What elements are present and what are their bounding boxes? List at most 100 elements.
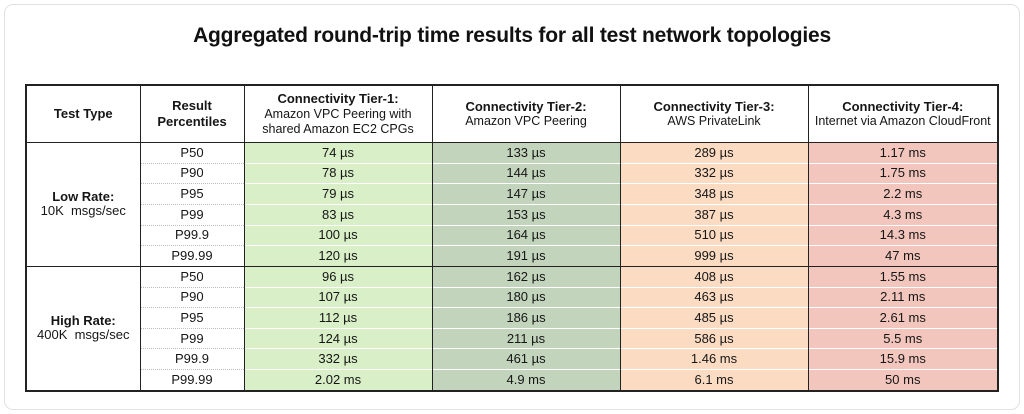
value-cell-tier4: 1.17 ms xyxy=(807,142,998,164)
value-cell-tier4: 2.2 ms xyxy=(807,183,998,205)
value-cell-tier4: 5.5 ms xyxy=(807,327,998,349)
test-type-cell: High Rate: 400K msgs/sec xyxy=(25,266,140,391)
column-header-result-percentiles: Result Percentiles xyxy=(139,85,244,143)
percentile-cell: P99.99 xyxy=(139,245,244,267)
value-cell-tier4: 50 ms xyxy=(807,369,998,391)
value-cell-tier2: 4.9 ms xyxy=(431,369,620,391)
column-header-tier4: Connectivity Tier-4: Internet via Amazon… xyxy=(807,85,998,143)
test-type-rate: 10K msgs/sec xyxy=(40,203,126,219)
table-row: P99.99 120 µs 191 µs 999 µs 47 ms xyxy=(26,245,998,267)
table-row: P99.9 100 µs 164 µs 510 µs 14.3 ms xyxy=(26,224,998,246)
value-cell-tier3: 6.1 ms xyxy=(619,369,808,391)
percentile-cell: P99.9 xyxy=(139,224,244,246)
value-cell-tier4: 1.75 ms xyxy=(807,162,998,184)
table-row: P99 124 µs 211 µs 586 µs 5.5 ms xyxy=(26,327,998,349)
table-row: P99.99 2.02 ms 4.9 ms 6.1 ms 50 ms xyxy=(26,369,998,391)
value-cell-tier2: 211 µs xyxy=(431,327,620,349)
value-cell-tier3: 463 µs xyxy=(619,286,808,308)
column-header-label: Connectivity Tier-4: xyxy=(842,98,964,114)
value-cell-tier1: 74 µs xyxy=(243,142,432,164)
value-cell-tier2: 162 µs xyxy=(431,266,620,288)
value-cell-tier1: 83 µs xyxy=(243,203,432,226)
column-header-label: Test Type xyxy=(53,106,113,122)
table-row: P99.9 332 µs 461 µs 1.46 ms 15.9 ms xyxy=(26,348,998,370)
value-cell-tier1: 332 µs xyxy=(243,348,432,370)
section-high-rate: High Rate: 400K msgs/sec P50 96 µs 162 µs 408… xyxy=(25,266,998,391)
column-header-label: Connectivity Tier-1: xyxy=(277,91,399,107)
value-cell-tier3: 1.46 ms xyxy=(619,348,808,370)
value-cell-tier3: 586 µs xyxy=(619,327,808,349)
value-cell-tier2: 461 µs xyxy=(431,348,620,370)
value-cell-tier1: 124 µs xyxy=(243,327,432,349)
table-header-row: Test Type Result Percentiles Connectivit… xyxy=(25,85,998,143)
value-cell-tier3: 387 µs xyxy=(619,203,808,226)
value-cell-tier1: 107 µs xyxy=(243,286,432,308)
table-row: Low Rate: 10K msgs/sec P50 74 µs 133 µs 289 µ… xyxy=(25,142,998,267)
value-cell-tier2: 133 µs xyxy=(431,142,620,164)
percentile-cell: P99.9 xyxy=(139,348,244,370)
percentile-cell: P95 xyxy=(139,307,244,329)
column-header-label: Connectivity Tier-2: xyxy=(465,98,587,114)
value-cell-tier1: 96 µs xyxy=(243,266,432,288)
value-cell-tier1: 120 µs xyxy=(243,245,432,267)
table-row: P95 112 µs 186 µs 485 µs 2.61 ms xyxy=(26,307,998,329)
percentile-cell: P99 xyxy=(139,327,244,349)
value-cell-tier3: 485 µs xyxy=(619,307,808,329)
value-cell-tier2: 180 µs xyxy=(431,286,620,308)
test-type-label: High Rate: xyxy=(50,313,116,329)
table-row: P99 83 µs 153 µs 387 µs 4.3 ms xyxy=(26,203,998,226)
percentile-cell: P50 xyxy=(139,266,244,288)
value-cell-tier3: 332 µs xyxy=(619,162,808,184)
column-header-sub: Amazon VPC Peering with shared Amazon EC… xyxy=(262,106,414,136)
column-header-sub: Internet via Amazon CloudFront xyxy=(814,114,991,129)
section-low-rate: Low Rate: 10K msgs/sec P50 74 µs 133 µs 289 µ… xyxy=(25,142,998,267)
value-cell-tier2: 186 µs xyxy=(431,307,620,329)
column-header-sub: AWS PrivateLink xyxy=(667,114,761,129)
percentile-cell: P99 xyxy=(139,203,244,226)
value-cell-tier4: 47 ms xyxy=(807,245,998,267)
value-cell-tier3: 408 µs xyxy=(619,266,808,288)
value-cell-tier4: 2.61 ms xyxy=(807,307,998,329)
table-row: P90 107 µs 180 µs 463 µs 2.11 ms xyxy=(26,286,998,308)
value-cell-tier3: 348 µs xyxy=(619,183,808,205)
value-cell-tier1: 79 µs xyxy=(243,183,432,205)
value-cell-tier4: 15.9 ms xyxy=(807,348,998,370)
value-cell-tier2: 191 µs xyxy=(431,245,620,267)
column-header-sub: Amazon VPC Peering xyxy=(465,114,587,129)
column-header-tier3: Connectivity Tier-3: AWS PrivateLink xyxy=(619,85,808,143)
value-cell-tier2: 147 µs xyxy=(431,183,620,205)
column-header-test-type: Test Type xyxy=(25,85,140,143)
value-cell-tier3: 510 µs xyxy=(619,224,808,246)
value-cell-tier1: 100 µs xyxy=(243,224,432,246)
test-type-label: Low Rate: xyxy=(52,189,115,205)
value-cell-tier4: 1.55 ms xyxy=(807,266,998,288)
value-cell-tier4: 14.3 ms xyxy=(807,224,998,246)
percentile-cell: P99.99 xyxy=(139,369,244,391)
column-header-tier2: Connectivity Tier-2: Amazon VPC Peering xyxy=(431,85,620,143)
test-type-rate: 400K msgs/sec xyxy=(37,327,130,343)
column-header-label: Result Percentiles xyxy=(157,98,227,129)
value-cell-tier2: 164 µs xyxy=(431,224,620,246)
table-row: P95 79 µs 147 µs 348 µs 2.2 ms xyxy=(26,183,998,205)
percentile-cell: P90 xyxy=(139,162,244,184)
value-cell-tier1: 2.02 ms xyxy=(243,369,432,391)
value-cell-tier2: 144 µs xyxy=(431,162,620,184)
test-type-cell: Low Rate: 10K msgs/sec xyxy=(25,142,140,267)
value-cell-tier4: 2.11 ms xyxy=(807,286,998,308)
value-cell-tier3: 999 µs xyxy=(619,245,808,267)
percentile-cell: P95 xyxy=(139,183,244,205)
value-cell-tier3: 289 µs xyxy=(619,142,808,164)
column-header-tier1: Connectivity Tier-1: Amazon VPC Peering … xyxy=(243,85,432,143)
value-cell-tier1: 112 µs xyxy=(243,307,432,329)
percentile-cell: P90 xyxy=(139,286,244,308)
table-row: High Rate: 400K msgs/sec P50 96 µs 162 µs 408… xyxy=(25,266,998,391)
column-header-label: Connectivity Tier-3: xyxy=(653,98,775,114)
page-title: Aggregated round-trip time results for a… xyxy=(193,24,831,47)
percentile-cell: P50 xyxy=(139,142,244,164)
results-table: Test Type Result Percentiles Connectivit… xyxy=(25,84,999,392)
value-cell-tier4: 4.3 ms xyxy=(807,203,998,226)
value-cell-tier1: 78 µs xyxy=(243,162,432,184)
table-row: P90 78 µs 144 µs 332 µs 1.75 ms xyxy=(26,162,998,184)
value-cell-tier2: 153 µs xyxy=(431,203,620,226)
